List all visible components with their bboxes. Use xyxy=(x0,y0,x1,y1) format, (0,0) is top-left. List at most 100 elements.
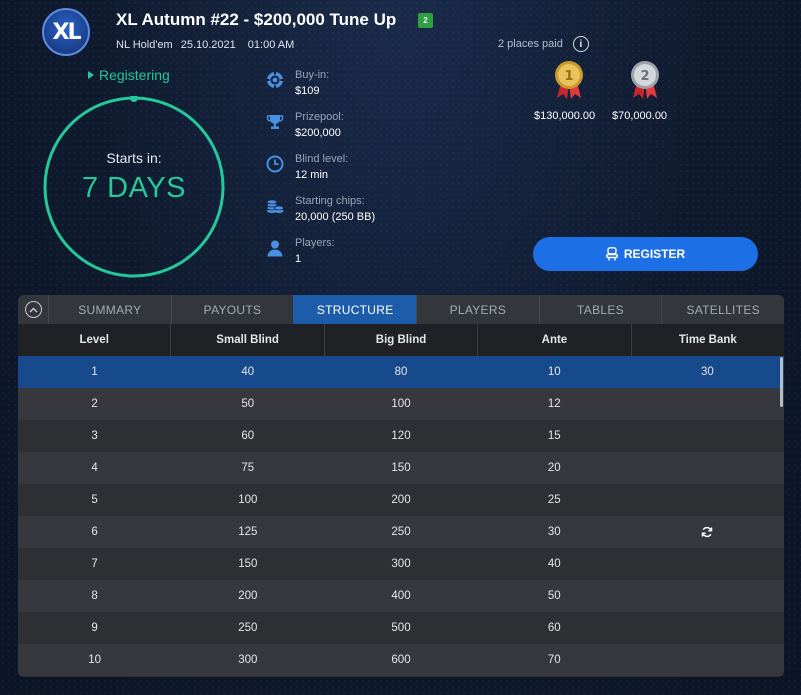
table-cell xyxy=(631,580,784,612)
xl-logo: XL xyxy=(42,8,90,56)
table-cell: 30 xyxy=(701,366,714,378)
column-header-small-blind: Small Blind xyxy=(171,324,325,356)
table-row[interactable]: 3 60 120 15 xyxy=(18,420,784,452)
register-button-label: REGISTER xyxy=(623,247,686,261)
user-icon xyxy=(267,240,283,257)
table-cell: 500 xyxy=(391,622,411,634)
table-header: Level Small Blind Big Blind Ante Time Ba… xyxy=(18,324,784,356)
table-cell: 300 xyxy=(238,654,258,666)
reentry-badge: 2 xyxy=(418,13,433,28)
tab-tables[interactable]: TABLES xyxy=(538,295,662,324)
table-cell xyxy=(631,612,784,644)
tab-satellites[interactable]: SATELLITES xyxy=(661,295,784,324)
table-cell: 200 xyxy=(391,494,411,506)
table-row[interactable]: 9 250 500 60 xyxy=(18,612,784,644)
table-cell: 100 xyxy=(238,494,258,506)
table-cell: 150 xyxy=(391,462,411,474)
table-cell: 150 xyxy=(238,558,258,570)
table-cell: 1 xyxy=(91,366,98,378)
table-cell: 60 xyxy=(241,430,255,442)
scrollbar-thumb[interactable] xyxy=(780,357,783,407)
table-cell: 100 xyxy=(391,398,411,410)
chevron-up-icon xyxy=(24,301,42,318)
table-row[interactable]: 7 150 300 40 xyxy=(18,548,784,580)
info-value: 20,000 (250 BB) xyxy=(295,211,376,223)
table-cell: 12 xyxy=(547,398,561,410)
column-header-time-bank: Time Bank xyxy=(678,334,737,346)
table-cell: 50 xyxy=(547,590,561,602)
prize-amount-2: $70,000.00 xyxy=(612,110,668,122)
table-cell xyxy=(631,548,784,580)
table-cell: 6 xyxy=(91,526,98,538)
info-blind-level: Blind level: 12 min xyxy=(266,151,348,183)
registration-status: Registering xyxy=(88,67,170,83)
table-cell: 250 xyxy=(238,622,258,634)
countdown-label: Starts in: xyxy=(106,150,162,166)
info-value: 1 xyxy=(295,253,302,265)
info-buy-in: Buy-in: $109 xyxy=(266,67,329,99)
table-row[interactable]: 10 300 600 70 xyxy=(18,644,784,676)
column-header-level: Level xyxy=(18,324,172,356)
chip-stack-icon xyxy=(266,199,284,213)
seat-icon xyxy=(605,247,618,261)
table-row[interactable]: 1 40 80 10 30 xyxy=(18,356,784,388)
table-cell xyxy=(631,452,784,484)
tab-bar: SUMMARY PAYOUTS STRUCTURE PLAYERS TABLES… xyxy=(18,295,784,324)
table-cell: 50 xyxy=(241,398,255,410)
table-cell xyxy=(631,388,784,420)
medal-place-2: 2 xyxy=(640,69,649,84)
start-time: 01:00 AM xyxy=(247,39,295,51)
tab-summary[interactable]: SUMMARY xyxy=(48,295,171,324)
info-players: Players: 1 xyxy=(266,235,335,267)
info-value: $109 xyxy=(295,85,320,97)
table-row[interactable]: 4 75 150 20 xyxy=(18,452,784,484)
countdown-circle-icon xyxy=(43,96,225,278)
tab-structure[interactable]: STRUCTURE xyxy=(293,295,417,324)
column-header-ante: Ante xyxy=(478,324,632,356)
info-icon[interactable]: i xyxy=(572,36,589,52)
refresh-icon xyxy=(631,516,784,548)
info-prizepool: Prizepool: $200,000 xyxy=(266,109,344,141)
table-cell: 600 xyxy=(391,654,411,666)
table-cell xyxy=(631,484,784,516)
start-date: 25.10.2021 xyxy=(180,39,236,51)
table-cell: 9 xyxy=(91,622,98,634)
table-cell: 125 xyxy=(238,526,258,538)
table-cell: 60 xyxy=(547,622,561,634)
table-cell: 200 xyxy=(238,590,258,602)
table-row[interactable]: 6 125 250 30 xyxy=(18,516,784,548)
trophy-icon xyxy=(266,115,284,129)
table-cell: 70 xyxy=(547,654,561,666)
table-cell: 300 xyxy=(391,558,411,570)
tab-payouts[interactable]: PAYOUTS xyxy=(170,295,294,324)
table-row[interactable]: 2 50 100 12 xyxy=(18,388,784,420)
play-arrow-icon xyxy=(88,71,94,79)
table-cell: 25 xyxy=(547,494,561,506)
table-row[interactable]: 5 100 200 25 xyxy=(18,484,784,516)
table-cell: 10 xyxy=(88,654,101,666)
medal-place-1: 1 xyxy=(564,69,573,84)
clock-icon xyxy=(266,155,284,173)
info-value: 12 min xyxy=(295,169,329,181)
table-cell: 10 xyxy=(547,366,561,378)
collapse-toggle[interactable] xyxy=(18,295,48,324)
gold-medal-icon: 1 xyxy=(555,61,583,99)
table-cell: 400 xyxy=(391,590,411,602)
table-row[interactable]: 8 200 400 50 xyxy=(18,580,784,612)
info-value: $200,000 xyxy=(295,127,341,139)
tab-players[interactable]: PLAYERS xyxy=(416,295,539,324)
table-cell: 75 xyxy=(241,462,255,474)
table-cell: 5 xyxy=(91,494,98,506)
tournament-subtitle: NL Hold'em 25.10.2021 01:00 AM xyxy=(116,39,294,51)
silver-medal-icon: 2 xyxy=(631,61,659,99)
countdown-value: 7 DAYS xyxy=(81,172,186,204)
places-paid-label: 2 places paid xyxy=(498,38,563,50)
prize-amount-1: $130,000.00 xyxy=(534,110,596,122)
info-label: Starting chips: xyxy=(295,195,365,207)
status-label: Registering xyxy=(99,67,170,83)
info-label: Blind level: xyxy=(295,153,349,165)
table-cell: 15 xyxy=(547,430,561,442)
info-label: Buy-in: xyxy=(295,69,330,81)
table-cell xyxy=(631,644,784,676)
register-button[interactable]: REGISTER xyxy=(533,237,758,271)
